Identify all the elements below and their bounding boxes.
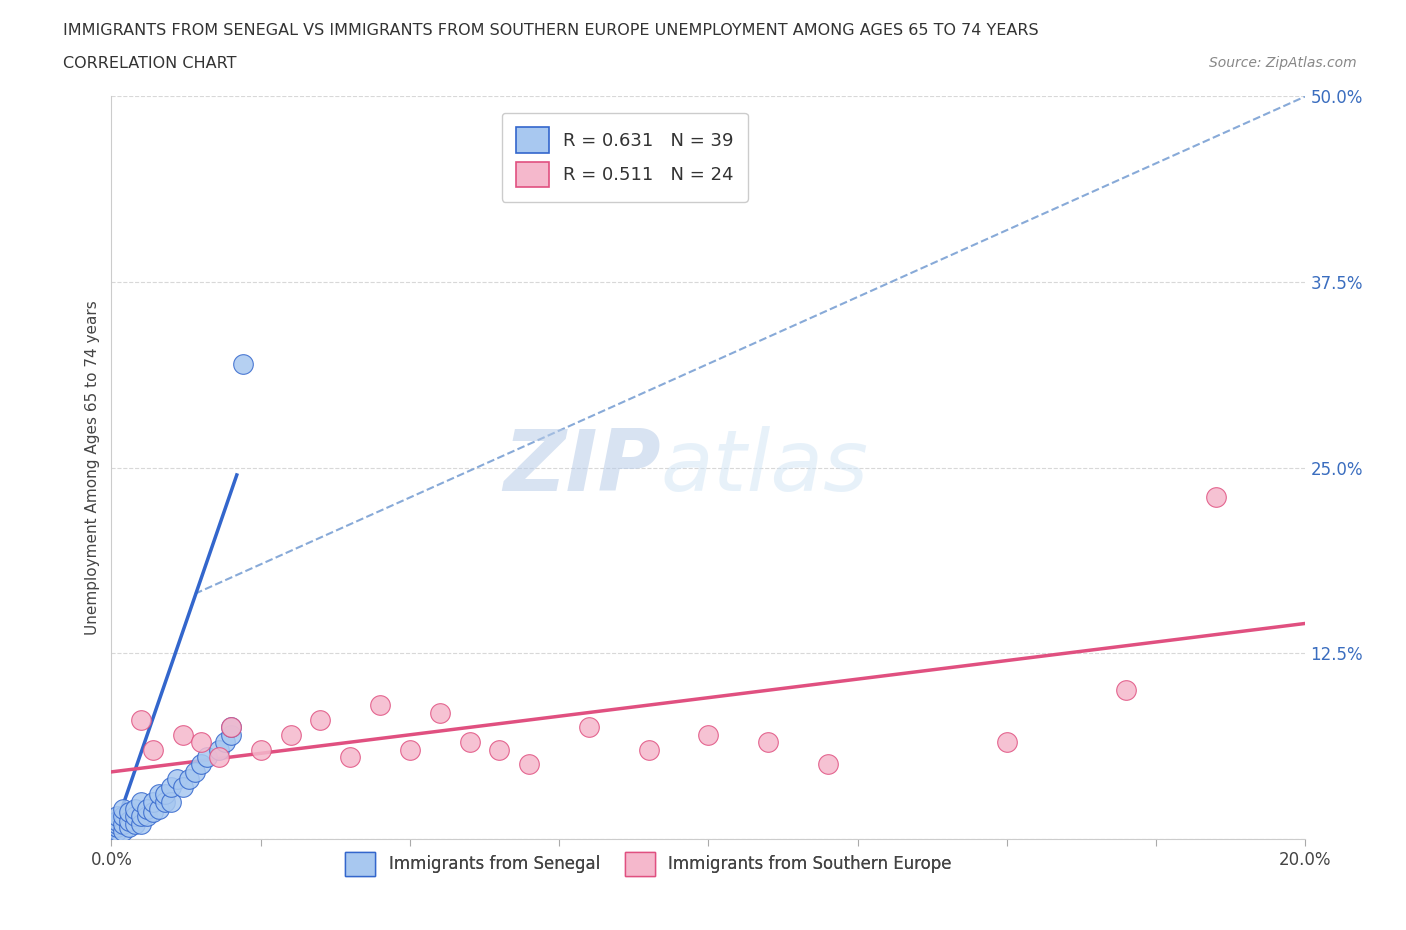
Point: [219, 727, 242, 742]
Point: [177, 772, 200, 787]
Point: [339, 750, 361, 764]
Point: [697, 727, 720, 742]
Text: IMMIGRANTS FROM SENEGAL VS IMMIGRANTS FROM SOUTHERN EUROPE UNEMPLOYMENT AMONG AG: IMMIGRANTS FROM SENEGAL VS IMMIGRANTS FR…: [63, 23, 1039, 38]
Point: [309, 712, 332, 727]
Point: [129, 712, 152, 727]
Point: [1115, 683, 1137, 698]
Point: [219, 720, 242, 735]
Point: [249, 742, 271, 757]
Point: [136, 809, 159, 824]
Point: [148, 802, 170, 817]
Point: [129, 794, 152, 809]
Y-axis label: Unemployment Among Ages 65 to 74 years: Unemployment Among Ages 65 to 74 years: [86, 300, 100, 635]
Text: CORRELATION CHART: CORRELATION CHART: [63, 56, 236, 71]
Point: [756, 735, 779, 750]
Point: [105, 819, 128, 834]
Point: [399, 742, 422, 757]
Point: [153, 787, 176, 802]
Point: [118, 819, 141, 834]
Legend: Immigrants from Senegal, Immigrants from Southern Europe: Immigrants from Senegal, Immigrants from…: [339, 845, 959, 883]
Point: [129, 809, 152, 824]
Point: [517, 757, 540, 772]
Point: [124, 809, 146, 824]
Point: [214, 735, 236, 750]
Point: [105, 817, 128, 831]
Point: [190, 757, 212, 772]
Point: [105, 814, 128, 829]
Point: [280, 727, 302, 742]
Point: [637, 742, 659, 757]
Point: [148, 787, 170, 802]
Point: [1205, 490, 1227, 505]
Point: [184, 764, 207, 779]
Point: [488, 742, 510, 757]
Point: [105, 809, 128, 824]
Point: [160, 779, 183, 794]
Point: [112, 809, 135, 824]
Point: [118, 804, 141, 819]
Point: [112, 802, 135, 817]
Point: [172, 727, 194, 742]
Point: [995, 735, 1018, 750]
Point: [160, 794, 183, 809]
Point: [578, 720, 600, 735]
Text: atlas: atlas: [661, 426, 869, 509]
Point: [124, 802, 146, 817]
Point: [232, 356, 254, 371]
Point: [208, 750, 231, 764]
Text: Source: ZipAtlas.com: Source: ZipAtlas.com: [1209, 56, 1357, 70]
Point: [208, 742, 231, 757]
Point: [136, 802, 159, 817]
Point: [142, 794, 165, 809]
Point: [129, 817, 152, 831]
Point: [153, 794, 176, 809]
Point: [112, 824, 135, 839]
Point: [190, 735, 212, 750]
Point: [166, 772, 188, 787]
Point: [142, 804, 165, 819]
Point: [817, 757, 839, 772]
Point: [219, 720, 242, 735]
Point: [142, 742, 165, 757]
Point: [429, 705, 451, 720]
Text: ZIP: ZIP: [503, 426, 661, 509]
Point: [118, 814, 141, 829]
Point: [458, 735, 481, 750]
Point: [124, 817, 146, 831]
Point: [172, 779, 194, 794]
Point: [105, 824, 128, 839]
Point: [368, 698, 391, 712]
Point: [112, 817, 135, 831]
Point: [195, 750, 218, 764]
